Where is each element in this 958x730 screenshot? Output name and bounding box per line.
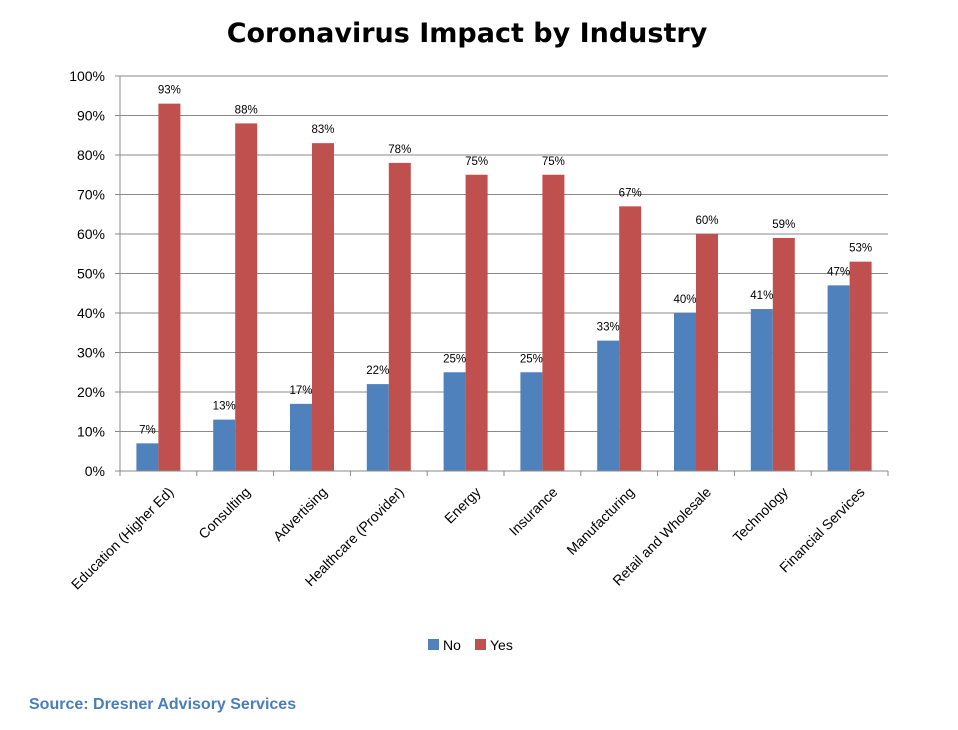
data-labels: 7% 93% 13% 88% 17% 83% 22% 78% 25% 75% 25% 75% 33% 67…	[139, 85, 872, 437]
category-labels: Education (Higher Ed) Consulting Advertisi…	[68, 484, 868, 593]
y-tick-label: 0%	[85, 463, 105, 479]
data-label-no: 13%	[213, 401, 236, 413]
legend: No Yes	[428, 637, 513, 653]
source-note: Source: Dresner Advisory Services	[29, 696, 297, 713]
y-axis-ticks: 0% 10% 20% 30% 40% 50% 60% 70% 80% 90% 100%	[69, 68, 120, 479]
category-label: Technology	[730, 484, 791, 545]
bar-yes	[619, 206, 642, 471]
data-label-yes: 75%	[542, 156, 565, 168]
bar-yes	[542, 174, 565, 471]
bars	[136, 103, 872, 472]
category-label: Education (Higher Ed)	[68, 484, 177, 593]
y-tick-label: 60%	[77, 226, 105, 242]
data-label-no: 40%	[673, 294, 696, 306]
bar-yes	[388, 162, 411, 471]
data-label-no: 25%	[520, 353, 543, 365]
bar-no	[674, 313, 696, 471]
data-label-yes: 93%	[158, 85, 181, 97]
data-label-yes: 53%	[849, 243, 872, 255]
bar-no	[290, 403, 312, 471]
data-label-yes: 60%	[695, 215, 718, 227]
category-label: Insurance	[506, 484, 561, 539]
bar-yes	[772, 237, 795, 471]
y-tick-label: 40%	[77, 305, 105, 321]
bar-chart: Coronavirus Impact by Industry 0% 10% 20% 3…	[68, 18, 889, 653]
chart-title: Coronavirus Impact by Industry	[227, 18, 708, 49]
category-label: Manufacturing	[563, 484, 637, 558]
data-label-yes: 78%	[388, 144, 411, 156]
data-label-yes: 75%	[465, 156, 488, 168]
bar-no	[520, 372, 543, 471]
legend-label-no: No	[443, 637, 461, 653]
legend-swatch-no	[428, 639, 439, 650]
data-label-yes: 83%	[311, 124, 334, 136]
y-tick-label: 70%	[77, 187, 105, 203]
bar-no	[597, 340, 620, 471]
bar-no	[443, 372, 466, 471]
legend-label-yes: Yes	[490, 637, 513, 653]
category-label: Energy	[441, 484, 484, 527]
y-tick-label: 10%	[77, 424, 105, 440]
y-tick-label: 90%	[77, 108, 105, 124]
category-label: Advertising	[270, 484, 330, 544]
axes	[119, 76, 889, 476]
y-tick-label: 30%	[77, 345, 105, 361]
y-tick-label: 50%	[77, 266, 105, 282]
data-label-no: 22%	[366, 365, 389, 377]
data-label-yes: 67%	[619, 187, 642, 199]
bar-yes	[849, 261, 872, 471]
bar-yes	[465, 174, 488, 471]
category-label: Financial Services	[776, 484, 868, 576]
data-label-yes: 88%	[235, 104, 258, 116]
bar-yes	[235, 123, 258, 472]
bar-yes	[158, 103, 181, 472]
data-label-no: 17%	[289, 385, 312, 397]
data-label-yes: 59%	[772, 219, 795, 231]
data-label-no: 33%	[597, 322, 620, 334]
bar-no	[366, 384, 389, 471]
bar-no	[213, 419, 236, 471]
bar-yes	[312, 143, 334, 471]
y-tick-label: 100%	[69, 68, 105, 84]
legend-swatch-yes	[475, 639, 486, 650]
bar-no	[750, 309, 773, 471]
y-tick-label: 20%	[77, 384, 105, 400]
data-label-no: 25%	[443, 353, 466, 365]
data-label-no: 7%	[139, 424, 156, 436]
bar-no	[136, 443, 159, 471]
y-tick-label: 80%	[77, 147, 105, 163]
category-label: Consulting	[195, 484, 253, 542]
bar-yes	[696, 234, 718, 471]
bar-no	[827, 285, 850, 471]
data-label-no: 41%	[750, 290, 773, 302]
data-label-no: 47%	[827, 266, 850, 278]
